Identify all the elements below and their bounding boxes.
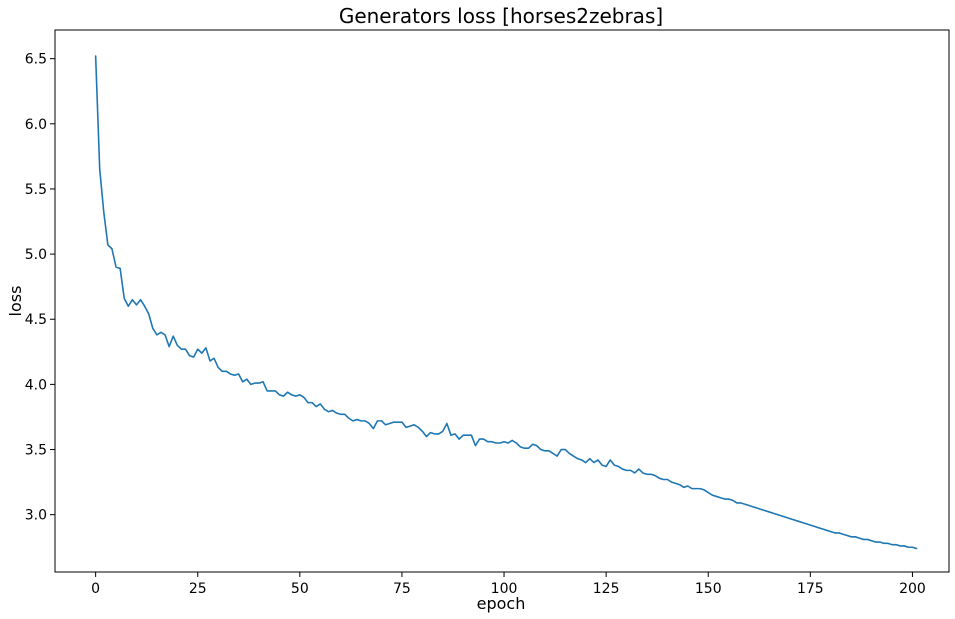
x-tick-label: 100 <box>491 581 518 597</box>
y-axis-ticks: 3.0 3.5 4.0 4.5 5.0 5.5 6.0 6.5 <box>25 52 55 524</box>
series-layer <box>94 55 918 550</box>
y-tick-label: 4.5 <box>25 312 47 328</box>
x-tick-label: 75 <box>393 581 411 597</box>
y-tick-label: 5.5 <box>25 182 47 198</box>
chart-title: Generators loss [horses2zebras] <box>339 4 663 28</box>
x-tick-label: 0 <box>91 581 100 597</box>
loss-series-line <box>94 55 918 550</box>
y-axis-label: loss <box>6 286 25 317</box>
x-tick-label: 200 <box>899 581 926 597</box>
x-tick-label: 175 <box>797 581 824 597</box>
y-tick-label: 4.0 <box>25 377 47 393</box>
plot-frame <box>54 29 950 573</box>
x-tick-label: 25 <box>189 581 207 597</box>
y-tick-label: 6.5 <box>25 52 47 68</box>
x-tick-label: 150 <box>695 581 722 597</box>
x-axis-ticks: 0 25 50 75 100 125 150 175 200 <box>91 572 926 597</box>
y-tick-label: 5.0 <box>25 247 47 263</box>
x-tick-label: 125 <box>593 581 620 597</box>
y-tick-label: 3.0 <box>25 508 47 524</box>
y-tick-label: 3.5 <box>25 443 47 459</box>
x-axis-label: epoch <box>477 594 526 613</box>
x-tick-label: 50 <box>291 581 309 597</box>
y-tick-label: 6.0 <box>25 117 47 133</box>
